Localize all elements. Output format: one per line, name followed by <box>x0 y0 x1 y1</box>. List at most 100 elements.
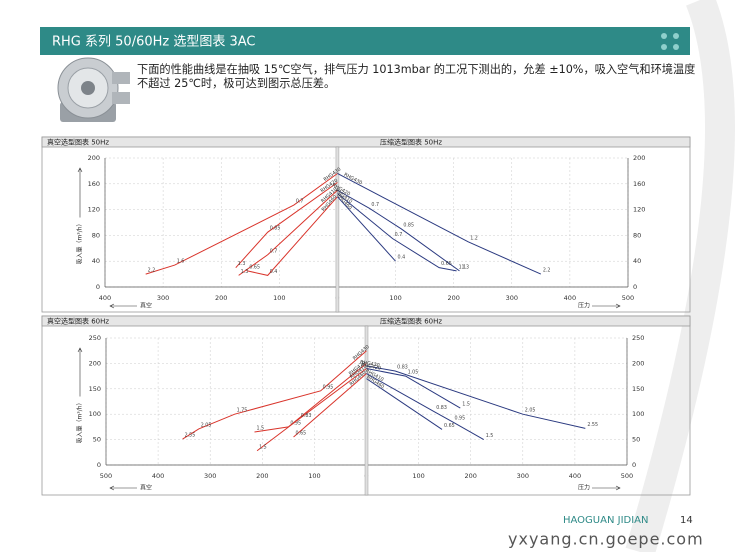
y-tick-label-right: 200 <box>632 359 644 367</box>
left-title: 真空选型图表 50Hz <box>47 138 109 147</box>
power-label: 0.65 <box>441 261 452 267</box>
power-label: 1.5 <box>486 433 494 439</box>
y-tick-label-right: 120 <box>633 206 645 214</box>
y-tick-label: 150 <box>89 385 101 393</box>
x-tick-label: 400 <box>564 294 576 302</box>
power-label: 2.05 <box>201 422 212 428</box>
power-label: 0.85 <box>403 222 414 228</box>
y-tick-label-right: 150 <box>632 385 644 393</box>
series-name: RHG420 <box>361 362 382 372</box>
x-tick-label: 200 <box>447 294 459 302</box>
x-label-left: 真空 <box>140 302 152 310</box>
series-line <box>366 378 443 430</box>
x-arrow-left <box>109 303 137 309</box>
x-arrow-right <box>592 485 621 491</box>
y-tick-label: 200 <box>89 359 101 367</box>
y-tick-label-right: 0 <box>632 461 636 469</box>
power-label: 0.83 <box>397 365 408 371</box>
header-icon <box>661 33 679 50</box>
pump-image <box>57 57 130 122</box>
power-label: 2.05 <box>525 408 536 414</box>
decoration <box>625 0 735 552</box>
description: 下面的性能曲线是在抽吸 15℃空气，排气压力 1013mbar 的工况下测出的，… <box>137 63 696 90</box>
y-tick-label: 80 <box>92 231 100 239</box>
power-label: 0.65 <box>296 431 307 437</box>
x-tick-label: 100 <box>308 472 320 480</box>
power-label: 1.6 <box>177 259 185 265</box>
center-divider <box>364 325 369 496</box>
power-label: 0.95 <box>454 415 465 421</box>
power-label: 0.7 <box>371 202 379 208</box>
series-line <box>337 173 542 275</box>
power-label: 0.95 <box>290 420 301 426</box>
x-tick-label: 200 <box>215 294 227 302</box>
power-label: 0.65 <box>444 423 455 429</box>
power-label: 2.2 <box>148 268 156 274</box>
x-tick-label: 400 <box>99 294 111 302</box>
x-tick-label: 100 <box>389 294 401 302</box>
x-label-right: 压力 <box>578 484 590 492</box>
left-title: 真空选型图表 60Hz <box>47 317 109 326</box>
y-tick-label-right: 50 <box>632 436 640 444</box>
x-arrow-left <box>109 485 137 491</box>
series-line <box>145 173 338 275</box>
y-tick-label-right: 100 <box>632 410 644 418</box>
watermark: yxyang.cn.goepe.com <box>508 530 704 549</box>
power-label: 1.5 <box>256 425 264 431</box>
power-label: 0.83 <box>436 405 447 411</box>
x-tick-label: 500 <box>621 472 633 480</box>
power-label: 2.2 <box>543 268 551 274</box>
right-title: 压缩选型图表 60Hz <box>380 317 442 326</box>
y-tick-label: 0 <box>97 461 101 469</box>
y-tick-label: 200 <box>88 154 100 162</box>
footer-page: 14 <box>680 515 693 526</box>
y-axis-label: 吸入量（m³/h） <box>77 220 84 264</box>
y-tick-label-right: 250 <box>632 334 644 342</box>
y-tick-label-right: 0 <box>633 283 637 291</box>
series-line <box>337 193 457 272</box>
power-label: 0.95 <box>323 384 334 390</box>
y-axis-label: 吸入量（m³/h） <box>77 399 84 443</box>
panel <box>41 136 691 313</box>
power-label: 0.7 <box>270 248 278 254</box>
y-tick-label-right: 200 <box>633 154 645 162</box>
power-label: 1.2 <box>470 235 478 241</box>
y-tick-label: 50 <box>93 436 101 444</box>
power-label: 1.5 <box>259 444 267 450</box>
series-name: RHG430 <box>360 359 381 368</box>
power-label: 1.3 <box>461 264 469 270</box>
center-divider <box>335 146 340 313</box>
series-line <box>182 350 367 440</box>
power-label: 0.7 <box>395 232 403 238</box>
series-line <box>337 196 396 262</box>
y-tick-label: 0 <box>96 283 100 291</box>
y-tick-label-right: 80 <box>633 231 641 239</box>
power-label: 2.55 <box>185 433 196 439</box>
x-tick-label: 100 <box>273 294 285 302</box>
x-label-left: 真空 <box>140 484 152 492</box>
x-tick-label: 500 <box>622 294 634 302</box>
footer-brand: HAOGUAN JIDIAN <box>563 515 649 526</box>
x-tick-label: 300 <box>204 472 216 480</box>
x-tick-label: 200 <box>464 472 476 480</box>
right-title: 压缩选型图表 50Hz <box>380 138 442 147</box>
header-bar <box>40 27 690 55</box>
x-tick-label: 500 <box>100 472 112 480</box>
y-tick-label: 160 <box>88 180 100 188</box>
power-label: 0.85 <box>270 226 281 232</box>
power-label: 0.7 <box>296 199 304 205</box>
x-label-right: 压力 <box>578 302 590 310</box>
y-tick-label: 120 <box>88 206 100 214</box>
power-label: 1.3 <box>241 269 249 275</box>
series-line <box>366 373 484 441</box>
power-label: 0.4 <box>398 255 406 261</box>
y-arrow <box>77 347 83 397</box>
y-tick-label-right: 160 <box>633 180 645 188</box>
series-line <box>256 368 367 452</box>
y-tick-label: 250 <box>89 334 101 342</box>
power-label: 1.05 <box>408 370 419 376</box>
y-tick-label: 40 <box>92 257 100 265</box>
panel-header <box>41 315 691 327</box>
x-tick-label: 400 <box>152 472 164 480</box>
